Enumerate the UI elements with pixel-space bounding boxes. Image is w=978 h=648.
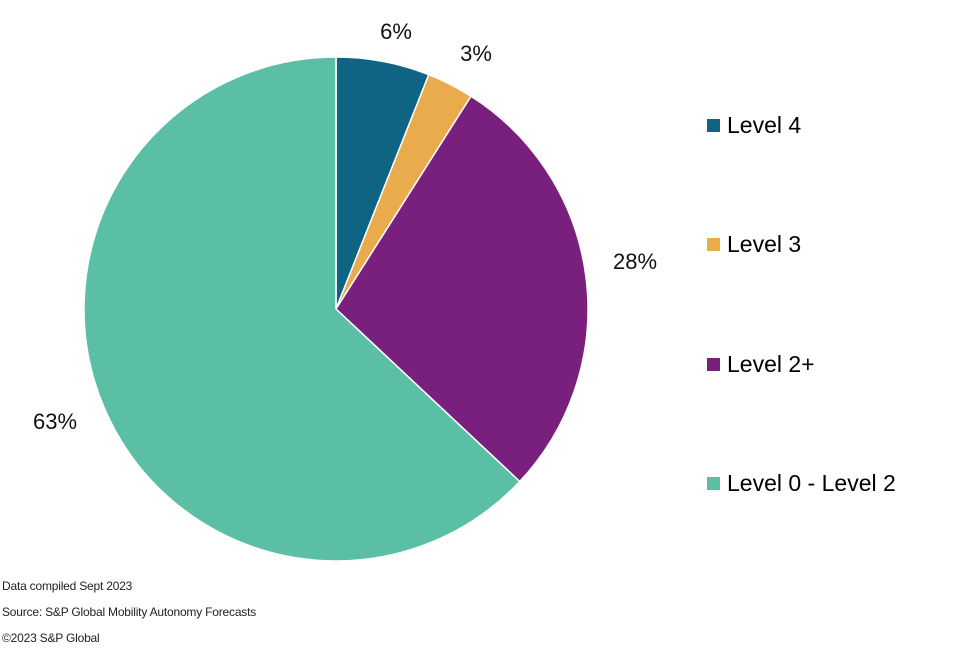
legend-item-level-0-2: Level 0 - Level 2 [707,470,896,497]
legend-swatch-level-3 [707,238,720,251]
legend-swatch-level-2-plus [707,358,720,371]
data-label-level-4: 6% [380,19,412,44]
pie-slice-level-0-level-2 [83,56,521,562]
footer-copyright: ©2023 S&P Global [2,631,100,645]
footer-data-compiled: Data compiled Sept 2023 [2,579,133,593]
pie-chart: 6% 3% 28% 63% [33,19,657,562]
legend-item-level-2-plus: Level 2+ [707,351,815,378]
legend-swatch-level-4 [707,119,720,132]
footer-source: Source: S&P Global Mobility Autonomy For… [2,605,257,619]
legend-label-level-2-plus: Level 2+ [727,351,815,377]
pie-slice-level-2 [335,95,589,483]
data-label-level-3: 3% [460,41,492,66]
legend-label-level-4: Level 4 [727,112,802,138]
legend-label-level-0-2: Level 0 - Level 2 [727,470,896,496]
data-label-level-2: 28% [613,249,657,274]
legend-item-level-4: Level 4 [707,112,801,139]
legend-label-level-3: Level 3 [727,231,802,257]
legend-item-level-3: Level 3 [707,231,801,258]
legend-swatch-level-0-2 [707,477,720,490]
data-label-level-0-level-2: 63% [33,409,77,434]
